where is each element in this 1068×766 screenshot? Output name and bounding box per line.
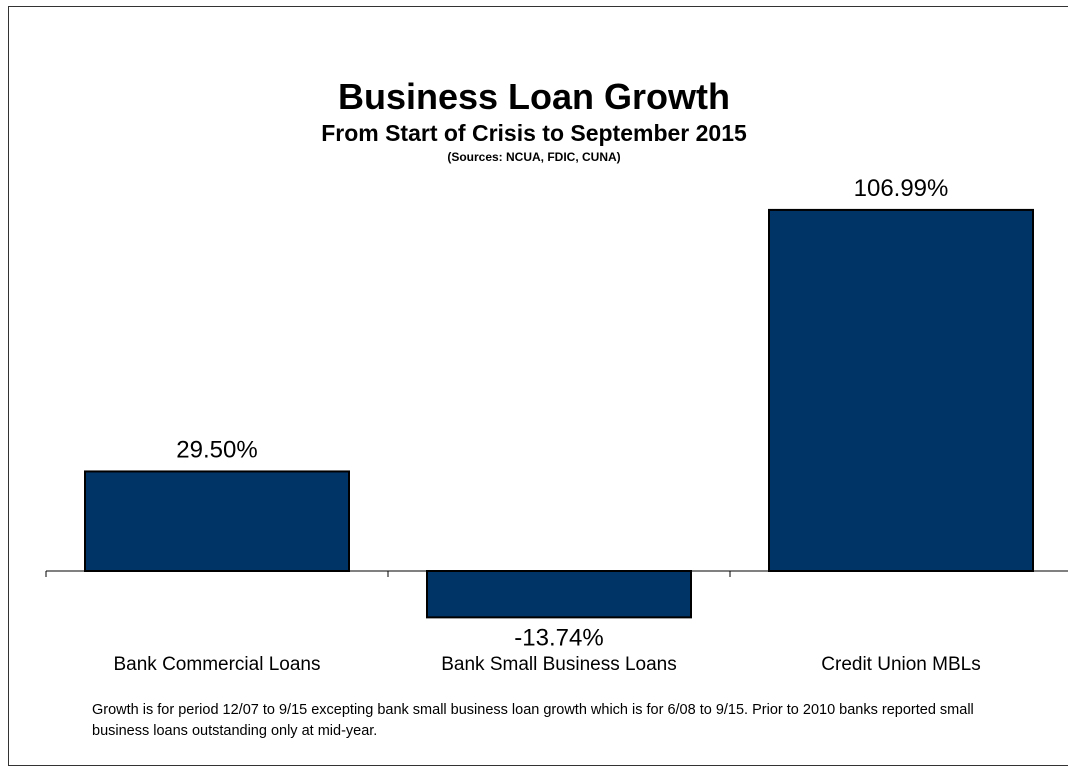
data-label: 106.99% (854, 175, 949, 202)
category-label: Bank Small Business Loans (441, 654, 677, 675)
category-label: Bank Commercial Loans (114, 654, 321, 675)
bar (769, 210, 1033, 571)
bar-chart: 29.50% Bank Commercial Loans -13.74% Bank S… (0, 0, 1068, 750)
chart-footnote: Growth is for period 12/07 to 9/15 excep… (92, 700, 1032, 742)
category-label: Credit Union MBLs (821, 654, 980, 675)
data-label: -13.74% (514, 624, 603, 651)
bar (85, 471, 349, 571)
bar (427, 571, 691, 617)
data-label: 29.50% (176, 436, 257, 463)
